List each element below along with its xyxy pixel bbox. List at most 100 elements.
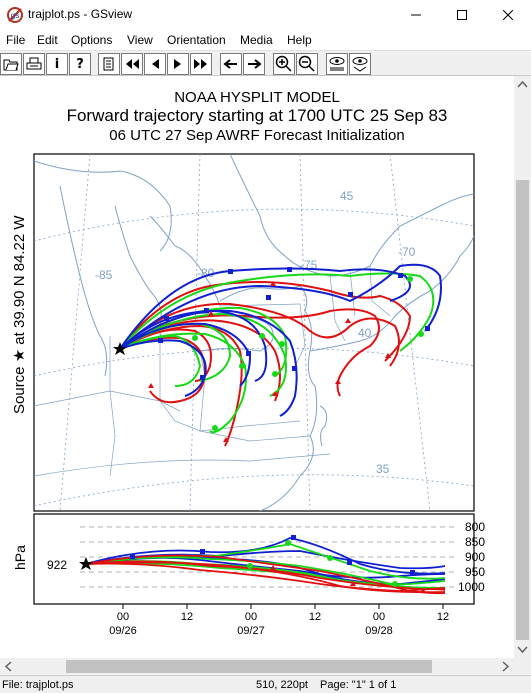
menu-view[interactable]: View [127, 33, 153, 47]
state-boundaries [34, 265, 391, 477]
map-background: -85 -80 -75 -70 45 40 35 [34, 154, 474, 511]
info-icon: i [54, 56, 60, 72]
zoom-out-icon [298, 55, 315, 72]
pressure-label-950: 950 [465, 565, 485, 579]
trajectory-blue-6 [119, 309, 268, 382]
doc-title-line1: NOAA HYSPLIT MODEL [174, 89, 340, 106]
menu-media[interactable]: Media [240, 33, 273, 47]
scroll-corner [514, 658, 531, 675]
time-tick-4: 00 [373, 611, 385, 623]
vertical-trajectories [85, 537, 446, 595]
maximize-icon [457, 10, 467, 20]
document-view[interactable]: NOAA HYSPLIT MODEL Forward trajectory st… [0, 76, 514, 658]
toolbar: i ? [0, 50, 531, 76]
menu-options[interactable]: Options [71, 33, 113, 47]
trajectory-green-4 [119, 312, 287, 397]
trajectory-markers [148, 267, 430, 442]
date-label-0928: 09/28 [365, 625, 393, 637]
trajectory-red-2 [119, 302, 400, 367]
status-coords: 510, 220pt [256, 679, 308, 691]
trajectory-blue-4 [119, 322, 252, 387]
map-frame [33, 153, 475, 512]
vertical-source-star-icon [79, 557, 93, 570]
zoom-out-button[interactable] [296, 53, 318, 75]
full-screen-button[interactable] [326, 53, 348, 75]
page-select-icon [103, 57, 114, 71]
first-page-button[interactable] [121, 53, 143, 75]
pressure-level-labels: 800 850 900 950 1000 [458, 520, 485, 594]
time-axis-ticks [122, 604, 444, 609]
forward-button[interactable] [243, 53, 265, 75]
horizontal-scroll-thumb[interactable] [66, 660, 432, 673]
window-title: trajplot.ps - GSview [28, 7, 133, 21]
time-tick-5: 12 [437, 611, 449, 623]
time-tick-0: 00 [117, 611, 129, 623]
open-icon [3, 59, 19, 71]
date-label-0926: 09/26 [109, 625, 137, 637]
menu-edit[interactable]: Edit [37, 33, 58, 47]
menu-file[interactable]: File [6, 33, 26, 47]
scroll-right-icon[interactable] [497, 658, 514, 675]
scroll-left-icon[interactable] [0, 658, 17, 675]
print-icon [26, 57, 42, 70]
time-tick-1: 12 [181, 611, 193, 623]
close-button[interactable] [485, 0, 531, 30]
lat-label-35: 35 [376, 462, 390, 476]
last-page-button[interactable] [190, 53, 212, 75]
vertical-scrollbar[interactable] [514, 76, 531, 658]
zoom-in-icon [275, 55, 292, 72]
status-bar: File: trajplot.ps 510, 220pt Page: "1" 1… [0, 675, 531, 693]
title-bar: gs trajplot.ps - GSview [0, 0, 531, 30]
scroll-up-icon[interactable] [514, 76, 531, 93]
trajectory-red-7 [119, 324, 243, 447]
doc-title-line3: 06 UTC 27 Sep AWRF Forecast Initializati… [109, 127, 405, 144]
menu-help[interactable]: Help [287, 33, 312, 47]
trajectory-plot: Source ★ at 39.90 N 84.22 W [11, 153, 485, 637]
menu-bar: File Edit Options View Orientation Media… [0, 30, 531, 50]
info-button[interactable]: i [46, 53, 68, 75]
date-label-0927: 09/27 [237, 625, 265, 637]
doc-title-line2: Forward trajectory starting at 1700 UTC … [66, 106, 448, 125]
prev-page-icon [152, 59, 159, 69]
page-select-button[interactable] [98, 53, 120, 75]
gsview-app-icon: gs [7, 7, 23, 23]
first-page-icon [126, 59, 139, 69]
status-file: File: trajplot.ps [2, 679, 74, 691]
fit-window-icon [352, 57, 368, 72]
status-page: Page: "1" 1 of 1 [320, 679, 397, 691]
lon-label-70: -70 [398, 245, 416, 259]
open-button[interactable] [0, 53, 22, 75]
back-button[interactable] [220, 53, 242, 75]
minimize-button[interactable] [393, 0, 439, 30]
help-button[interactable]: ? [69, 53, 91, 75]
print-button[interactable] [23, 53, 45, 75]
svg-text:gs: gs [11, 11, 19, 20]
close-icon [503, 10, 513, 20]
prev-page-button[interactable] [144, 53, 166, 75]
vertical-markers [130, 535, 426, 593]
full-screen-icon [329, 57, 345, 71]
trajectory-green-1 [119, 272, 435, 352]
lat-label-40: 40 [358, 326, 372, 340]
trajectory-red-1 [119, 281, 412, 362]
menu-orientation[interactable]: Orientation [167, 33, 226, 47]
maximize-button[interactable] [439, 0, 485, 30]
trajectory-blue-2 [119, 263, 442, 350]
source-label: Source ★ at 39.90 N 84.22 W [11, 215, 28, 414]
zoom-in-button[interactable] [273, 53, 295, 75]
start-pressure-label: 922 [47, 558, 67, 572]
trajectory-red-5 [119, 308, 380, 397]
hpa-label: hPa [12, 545, 28, 570]
fit-window-button[interactable] [349, 53, 371, 75]
next-page-button[interactable] [167, 53, 189, 75]
pressure-label-800: 800 [465, 520, 485, 534]
help-icon: ? [76, 56, 84, 72]
last-page-icon [194, 59, 207, 69]
minimize-icon [411, 14, 421, 16]
lat-label-45: 45 [340, 189, 354, 203]
vertical-scroll-thumb[interactable] [516, 180, 529, 640]
time-tick-3: 12 [309, 611, 321, 623]
horizontal-scrollbar[interactable] [0, 658, 514, 675]
back-icon [223, 59, 237, 69]
scroll-down-icon[interactable] [514, 641, 531, 658]
